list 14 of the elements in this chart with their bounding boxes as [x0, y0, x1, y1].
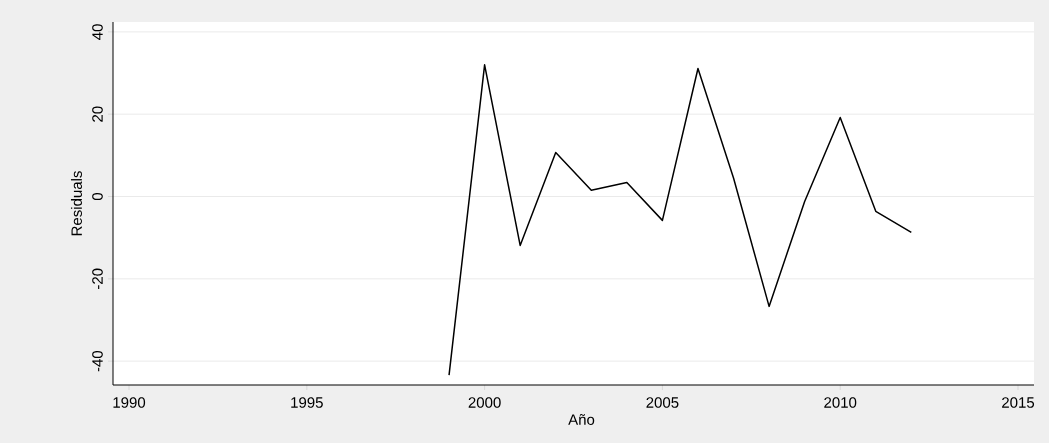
y-tick-label: 0 — [92, 192, 103, 201]
y-tick-label: 40 — [92, 24, 103, 40]
y-axis-title: Residuals — [70, 171, 82, 236]
x-tick-label: 2010 — [824, 397, 857, 408]
x-tick-label: 2005 — [646, 397, 679, 408]
x-axis-title: Año — [568, 414, 595, 425]
x-tick-label: 1990 — [113, 397, 146, 408]
y-tick-label: -20 — [92, 268, 103, 289]
x-tick-label: 1995 — [291, 397, 323, 408]
y-tick-label: -40 — [92, 350, 103, 372]
line-series — [448, 64, 913, 376]
x-tick-label: 2015 — [1002, 397, 1035, 408]
x-tick-label: 2000 — [468, 397, 501, 408]
y-tick-label: 20 — [92, 106, 103, 122]
